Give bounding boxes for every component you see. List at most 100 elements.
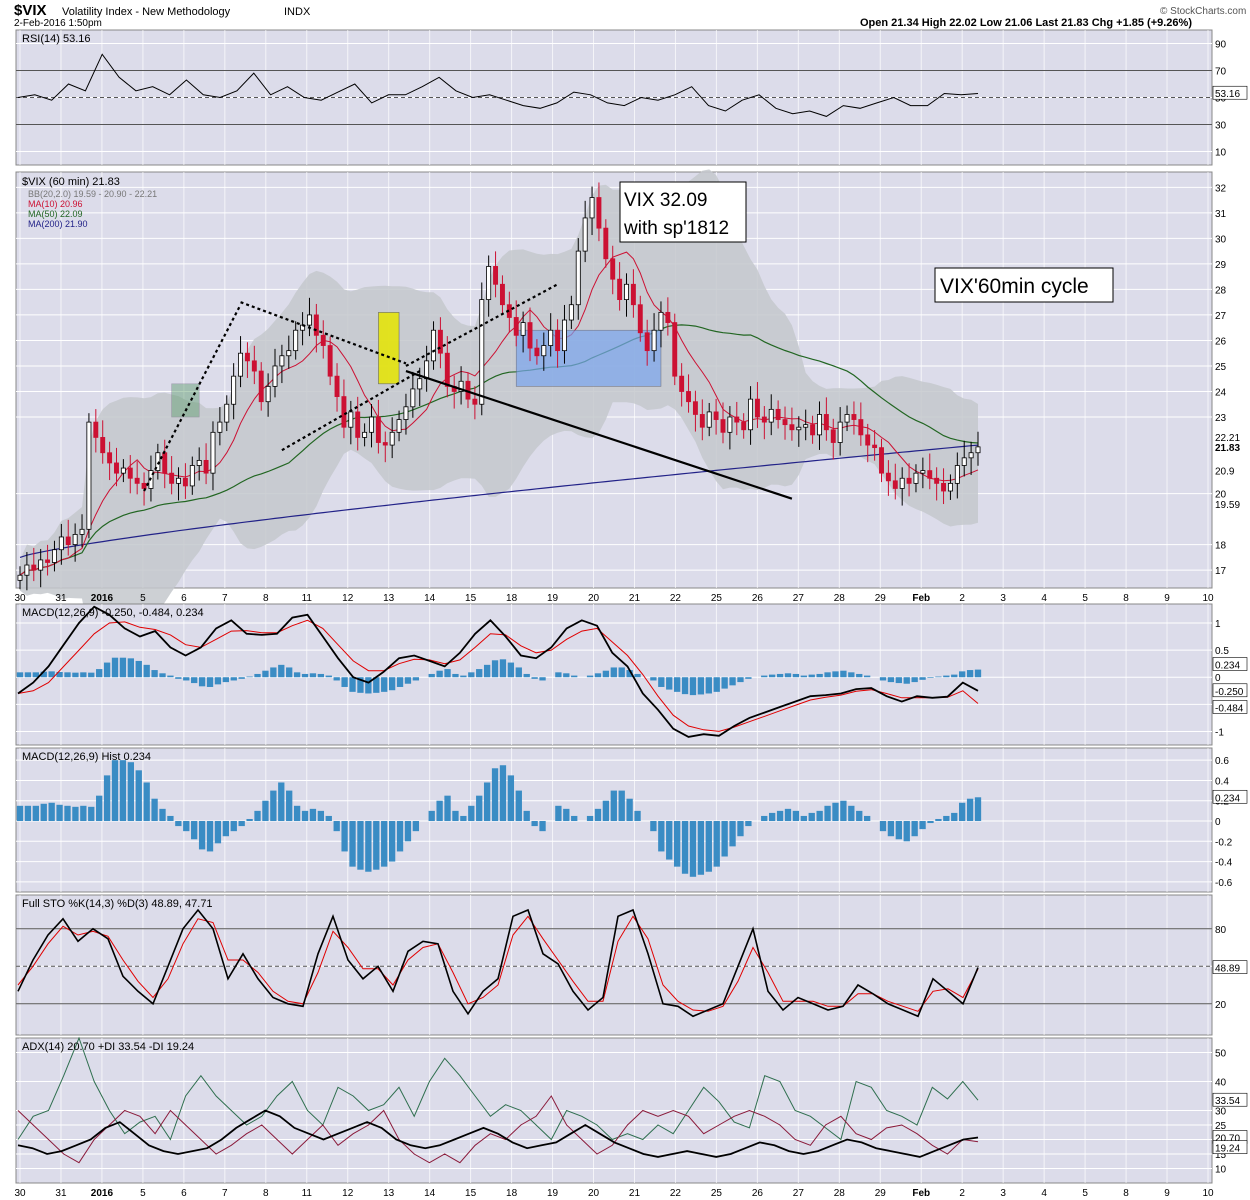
hist-bar xyxy=(80,805,87,822)
x-axis-label-bottom: 11 xyxy=(302,1188,313,1199)
macd-hist-bar xyxy=(404,677,412,684)
hist-bar xyxy=(673,821,681,867)
price-ytick-label: 20.9 xyxy=(1215,467,1235,478)
price-legend-item: MA(50) 22.09 xyxy=(28,209,83,219)
macd-hist-bar xyxy=(48,671,55,678)
candle-body xyxy=(417,378,423,390)
candle-body xyxy=(879,447,884,474)
x-axis-label-bottom: 6 xyxy=(181,1188,187,1199)
hist-bar xyxy=(856,810,863,822)
macd-hist-bar xyxy=(309,673,317,678)
candle-body xyxy=(265,385,271,403)
price-legend-item: MA(200) 21.90 xyxy=(28,219,88,229)
candle-body xyxy=(603,227,609,260)
macd-hist-bar xyxy=(824,672,831,678)
rsi-ytick-label: 70 xyxy=(1215,67,1227,78)
hist-bar xyxy=(111,760,119,822)
candle-body xyxy=(885,472,891,482)
macd-hist-bar xyxy=(737,677,744,683)
macd-hist-bar xyxy=(175,677,182,679)
macd-hist-ytick-label: 0 xyxy=(1215,817,1221,828)
candle-body xyxy=(651,329,657,352)
hist-bar xyxy=(499,765,507,822)
x-axis-label-bottom: 31 xyxy=(55,1188,67,1199)
macd-hist-bar xyxy=(214,677,222,685)
candle-body xyxy=(817,414,822,436)
candle-body xyxy=(568,304,574,321)
candle-body xyxy=(65,536,71,546)
x-axis-label-bottom: 29 xyxy=(875,1188,887,1199)
price-ytick-label: 26 xyxy=(1215,336,1227,347)
hist-bar xyxy=(16,805,24,822)
x-axis-label-bottom: 2016 xyxy=(91,1188,114,1199)
x-axis-label-bottom: 30 xyxy=(14,1188,26,1199)
candle-body xyxy=(706,411,712,428)
macd-hist-bar xyxy=(119,657,127,678)
macd-title: MACD(12,26,9) -0.250, -0.484, 0.234 xyxy=(22,607,204,619)
macd-hist-bar xyxy=(365,677,372,694)
macd-hist-bar xyxy=(143,664,150,678)
macd-hist-bar xyxy=(523,673,530,678)
annotation-vix-line2: with sp'1812 xyxy=(623,218,729,239)
macd-hist-bar xyxy=(808,674,815,678)
candle-body xyxy=(334,375,340,397)
candle-body xyxy=(231,375,237,405)
annotation-vix-box xyxy=(619,181,747,243)
hist-bar xyxy=(737,821,744,837)
candle-body xyxy=(562,319,567,352)
macd-hist-bar xyxy=(602,670,610,678)
price-legend-item: BB(20,2.0) 19.59 - 20.90 - 22.21 xyxy=(28,189,157,199)
candle-body xyxy=(823,414,829,431)
trend-line-down-2 xyxy=(405,370,793,500)
hist-bar xyxy=(381,821,388,867)
sto-panel-bg xyxy=(15,894,1213,1036)
hist-bar xyxy=(832,802,839,822)
hist-bar xyxy=(539,821,546,832)
candle-body xyxy=(403,406,409,420)
hist-bar xyxy=(919,821,926,830)
macd-hist-bar xyxy=(792,673,800,678)
price-legend-item: MA(10) 20.96 xyxy=(28,199,83,209)
candle-body xyxy=(499,283,505,306)
macd-hist-bar xyxy=(840,670,847,678)
hist-bar xyxy=(460,815,467,822)
adx-last-value-box xyxy=(1212,1140,1248,1155)
macd-hist-bar xyxy=(816,673,823,678)
macd-hist-bar xyxy=(151,670,158,678)
macd-hist-bar xyxy=(452,673,459,678)
candle-body xyxy=(630,283,636,306)
hist-bar xyxy=(325,815,332,822)
macd-hist-bar xyxy=(681,677,689,695)
x-axis-label-bottom: 8 xyxy=(263,1188,269,1199)
hist-bar xyxy=(974,797,982,822)
candle-body xyxy=(238,352,244,377)
candle-body xyxy=(58,536,64,551)
macd-hist-bar xyxy=(293,672,301,678)
x-axis-label-bottom: 4 xyxy=(1041,1188,1047,1199)
candle-body xyxy=(31,564,37,571)
candle-body xyxy=(672,322,678,377)
hist-bar xyxy=(64,805,71,822)
macd-hist-bar xyxy=(776,673,784,678)
hist-bar xyxy=(317,810,325,822)
hist-bar xyxy=(167,815,174,822)
candle-body xyxy=(644,332,650,352)
trend-line-up-2 xyxy=(281,370,421,452)
macd-hist-bar xyxy=(135,660,142,678)
x-axis-label: 28 xyxy=(834,593,846,604)
adx-minus-di-line xyxy=(17,1095,979,1164)
macd-hist-bar xyxy=(167,675,174,678)
hist-bar xyxy=(341,821,348,852)
candle-body xyxy=(107,452,113,464)
macd-hist-bar xyxy=(254,673,261,678)
hist-bar xyxy=(816,810,823,822)
macd-hist-bar xyxy=(159,673,166,678)
adx-ytick-label: 40 xyxy=(1215,1078,1227,1089)
x-axis-label-bottom: Feb xyxy=(912,1188,930,1199)
macd-last-value-box xyxy=(1212,683,1248,698)
candle-body xyxy=(251,360,257,372)
x-axis-label: 9 xyxy=(1164,593,1170,604)
hist-bar xyxy=(895,821,902,840)
macd-line xyxy=(17,605,979,738)
